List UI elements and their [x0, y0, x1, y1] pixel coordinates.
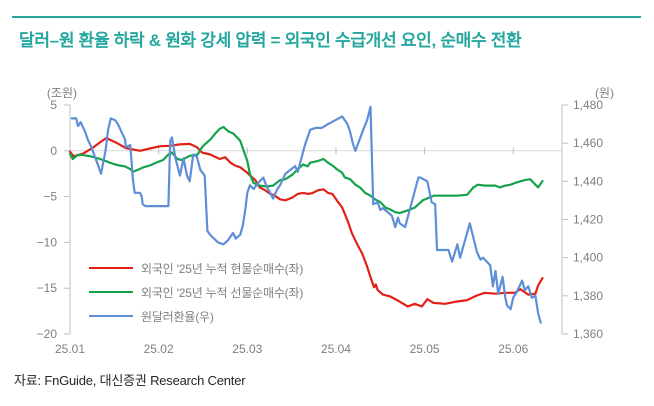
svg-text:1,460: 1,460	[573, 136, 603, 150]
svg-text:1,380: 1,380	[573, 289, 603, 303]
exchange-rate-chart: 5 0 −5 −10 −15 −20 1,480 1,460 1,440 1,420 1,400 1,…	[0, 60, 654, 360]
svg-text:−10: −10	[37, 235, 58, 249]
svg-text:5: 5	[50, 98, 57, 112]
chart-legend: 외국인 '25년 누적 현물순매수(좌) 외국인 '25년 누적 선물순매수(좌…	[89, 256, 303, 328]
svg-text:25.01: 25.01	[55, 342, 85, 356]
source-note: 자료: FnGuide, 대신증권 Research Center	[14, 373, 246, 388]
title-divider	[12, 16, 641, 18]
legend-item-futures-netbuy: 외국인 '25년 누적 선물순매수(좌)	[89, 280, 303, 304]
svg-text:1,480: 1,480	[573, 98, 603, 112]
svg-text:25.03: 25.03	[232, 342, 262, 356]
svg-text:25.04: 25.04	[321, 342, 351, 356]
figure-title: 달러–원 환율 하락 & 원화 강세 압력 = 외국인 수급개선 요인, 순매수…	[19, 31, 522, 50]
svg-text:1,400: 1,400	[573, 251, 603, 265]
chart-plot-area: 5 0 −5 −10 −15 −20 1,480 1,460 1,440 1,420 1,400 1,…	[37, 86, 614, 356]
blue-line-swatch	[89, 315, 133, 317]
svg-text:(조원): (조원)	[47, 86, 77, 100]
svg-text:0: 0	[50, 144, 57, 158]
svg-text:1,440: 1,440	[573, 174, 603, 188]
svg-text:−20: −20	[37, 327, 58, 341]
svg-text:25.02: 25.02	[144, 342, 174, 356]
legend-item-spot-netbuy: 외국인 '25년 누적 현물순매수(좌)	[89, 256, 303, 280]
legend-label: 외국인 '25년 누적 현물순매수(좌)	[141, 261, 304, 276]
svg-text:−5: −5	[43, 190, 57, 204]
svg-text:25.06: 25.06	[498, 342, 528, 356]
svg-text:−15: −15	[37, 281, 58, 295]
svg-text:(원): (원)	[595, 86, 614, 100]
svg-text:25.05: 25.05	[410, 342, 440, 356]
svg-text:1,420: 1,420	[573, 213, 603, 227]
svg-text:1,360: 1,360	[573, 327, 603, 341]
red-line-swatch	[89, 267, 133, 269]
legend-label: 원달러환율(우)	[141, 309, 214, 324]
legend-label: 외국인 '25년 누적 선물순매수(좌)	[141, 285, 304, 300]
legend-item-usdkrw: 원달러환율(우)	[89, 304, 303, 328]
green-line-swatch	[89, 291, 133, 293]
